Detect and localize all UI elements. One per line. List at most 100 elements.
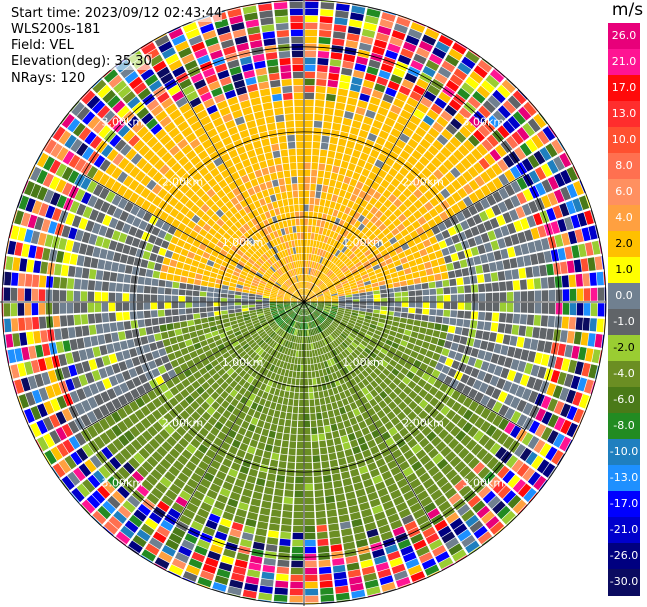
velocity-gate [251, 362, 259, 370]
noise-gate [572, 425, 580, 438]
velocity-gate [427, 322, 435, 329]
velocity-gate [456, 318, 464, 327]
velocity-gate [228, 237, 237, 245]
velocity-gate [291, 420, 298, 428]
velocity-gate [230, 371, 239, 380]
velocity-gate [364, 178, 374, 187]
noise-gate [368, 59, 381, 69]
velocity-gate [325, 280, 332, 286]
velocity-gate [390, 519, 403, 530]
velocity-gate [366, 295, 374, 299]
velocity-gate [174, 245, 183, 254]
noise-gate [188, 558, 203, 569]
velocity-gate [168, 408, 179, 419]
velocity-gate [145, 352, 154, 362]
velocity-gate [273, 272, 280, 279]
velocity-gate [174, 179, 185, 190]
velocity-gate [407, 313, 415, 319]
velocity-gate [515, 385, 526, 398]
velocity-gate [335, 370, 342, 379]
velocity-gate [341, 413, 349, 422]
velocity-gate [98, 367, 108, 379]
velocity-gate [327, 352, 333, 359]
velocity-gate [463, 409, 474, 421]
velocity-gate [271, 509, 282, 518]
velocity-gate [468, 179, 480, 191]
noise-gate [214, 93, 226, 104]
velocity-gate [370, 149, 380, 159]
velocity-gate [350, 127, 360, 136]
velocity-gate [240, 270, 248, 277]
velocity-gate [470, 367, 480, 378]
velocity-gate [369, 96, 381, 106]
velocity-gate [435, 280, 443, 288]
velocity-gate [299, 392, 304, 400]
velocity-gate [346, 299, 353, 302]
velocity-gate [164, 309, 172, 316]
velocity-gate [243, 381, 251, 390]
noise-gate [438, 557, 454, 570]
velocity-gate [301, 308, 303, 316]
velocity-gate [338, 307, 345, 311]
noise-gate [67, 118, 81, 133]
velocity-gate [405, 172, 416, 182]
velocity-gate [149, 253, 158, 262]
velocity-gate [277, 337, 283, 344]
noise-gate [202, 67, 216, 78]
velocity-gate [458, 484, 472, 497]
velocity-gate [353, 384, 361, 393]
velocity-gate [305, 315, 308, 323]
velocity-gate [403, 103, 415, 114]
velocity-gate [236, 347, 244, 355]
velocity-gate [236, 249, 244, 257]
velocity-gate [192, 172, 203, 182]
noise-gate [565, 152, 573, 165]
velocity-gate [284, 294, 291, 298]
velocity-gate [468, 266, 477, 276]
velocity-gate [408, 204, 418, 214]
noise-gate [523, 487, 537, 503]
velocity-gate [417, 333, 425, 341]
velocity-gate [454, 461, 467, 473]
velocity-gate [318, 325, 323, 332]
velocity-gate [358, 330, 366, 337]
velocity-gate [384, 386, 393, 395]
velocity-gate [374, 385, 383, 394]
velocity-gate [180, 248, 189, 257]
velocity-gate [439, 176, 450, 187]
velocity-gate [320, 235, 326, 242]
velocity-gate [450, 253, 459, 262]
velocity-gate [485, 312, 493, 321]
velocity-gate [384, 477, 396, 487]
velocity-gate [432, 352, 441, 361]
velocity-gate [528, 200, 539, 214]
velocity-gate [264, 289, 271, 293]
velocity-gate [194, 318, 202, 325]
noise-gate [102, 480, 116, 494]
velocity-gate [161, 441, 173, 452]
noise-gate [557, 218, 567, 233]
velocity-gate [421, 341, 430, 349]
velocity-gate [266, 234, 272, 242]
velocity-gate [462, 385, 472, 396]
noise-gate [457, 62, 472, 75]
velocity-gate [367, 462, 378, 472]
noise-gate [557, 247, 566, 261]
velocity-gate [161, 222, 171, 232]
velocity-gate [217, 227, 226, 236]
velocity-gate [225, 475, 236, 485]
noise-gate [320, 2, 335, 10]
velocity-gate [302, 309, 304, 316]
velocity-gate [304, 309, 306, 316]
noise-gate [188, 35, 203, 46]
velocity-gate [333, 408, 341, 417]
velocity-gate [243, 286, 250, 291]
velocity-gate [483, 321, 492, 331]
noise-gate [346, 562, 360, 571]
velocity-gate [263, 243, 270, 251]
velocity-gate [396, 438, 406, 448]
velocity-gate [378, 223, 387, 232]
noise-gate [546, 263, 554, 276]
velocity-gate [281, 440, 289, 448]
velocity-gate [432, 330, 441, 338]
